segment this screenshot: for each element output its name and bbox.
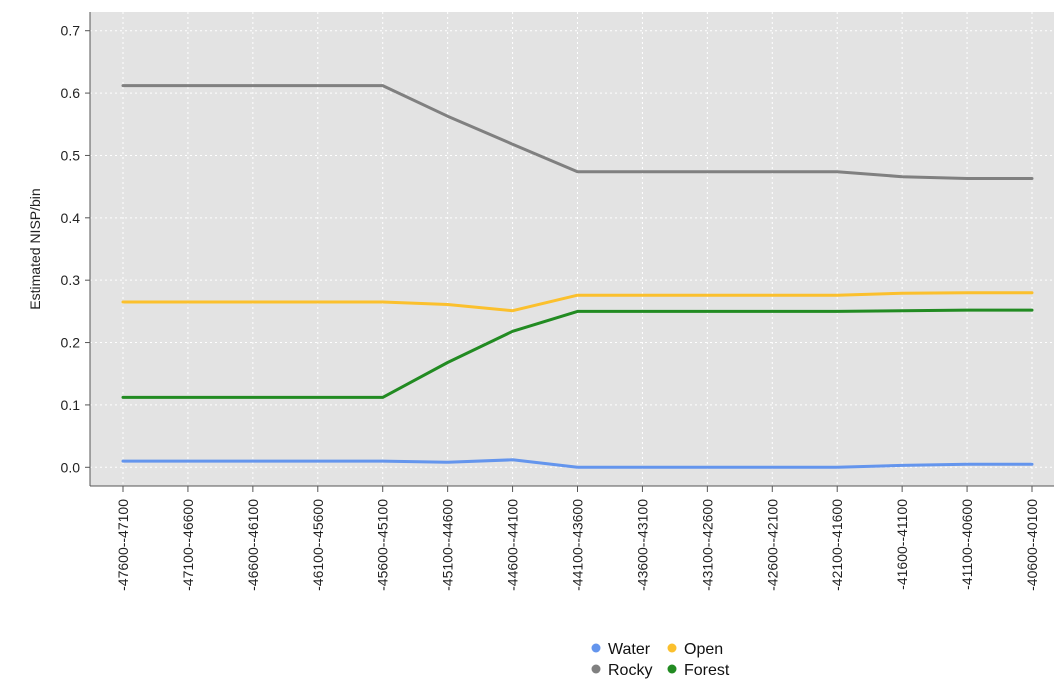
- legend-label: Forest: [684, 662, 730, 679]
- x-tick-label: -40600--40100: [1024, 499, 1040, 591]
- series-line-open: [121, 291, 1034, 313]
- x-tick-label: -45100--44600: [440, 499, 456, 591]
- x-tick-label: -41100--40600: [959, 499, 975, 590]
- legend-item-water: Water: [591, 641, 651, 658]
- x-tick-label: -45600--45100: [375, 499, 391, 591]
- legend-item-open: Open: [667, 641, 723, 658]
- x-tick-label: -41600--41100: [894, 499, 910, 590]
- x-tick-label: -42600--42100: [764, 499, 780, 591]
- legend-item-rocky: Rocky: [591, 662, 652, 679]
- legend-marker: [591, 664, 601, 674]
- gridlines: [90, 12, 1054, 486]
- y-tick-label: 0.5: [61, 147, 81, 163]
- y-tick-label: 0.7: [61, 23, 81, 39]
- series-line-forest: [121, 308, 1034, 399]
- legend-label: Water: [608, 641, 651, 658]
- x-tick-label: -43100--42600: [699, 499, 715, 591]
- series-line-rocky: [121, 84, 1034, 180]
- y-tick-label: 0.2: [61, 335, 81, 351]
- legend-marker: [667, 664, 677, 674]
- x-tick-label: -43600--43100: [634, 499, 650, 591]
- legend-marker: [667, 643, 677, 653]
- series-line-water: [121, 458, 1034, 469]
- x-tick-label: -46600--46100: [245, 499, 261, 591]
- plot-panel: [90, 12, 1054, 486]
- y-tick-label: 0.1: [61, 397, 81, 413]
- series-lines: [121, 84, 1034, 469]
- legend-label: Rocky: [608, 662, 652, 679]
- x-tick-label: -47600--47100: [115, 499, 131, 591]
- y-axis-title: Estimated NISP/bin: [27, 188, 43, 309]
- axes: 0.0 0.1 0.2 0.3 0.4 0.5 0.6 0.7 -47600--47100 -47…: [61, 12, 1054, 591]
- y-tick-label: 0.4: [61, 210, 81, 226]
- legend-label: Open: [684, 641, 723, 658]
- legend: Water Open Rocky Forest: [591, 641, 730, 679]
- legend-marker: [591, 643, 601, 653]
- y-tick-label: 0.6: [61, 85, 81, 101]
- x-tick-label: -44600--44100: [505, 499, 521, 591]
- legend-item-forest: Forest: [667, 662, 730, 679]
- x-tick-label: -42100--41600: [829, 499, 845, 591]
- x-tick-label: -44100--43600: [570, 499, 586, 591]
- y-tick-label: 0.0: [61, 459, 81, 475]
- x-tick-label: -46100--45600: [310, 499, 326, 591]
- y-tick-label: 0.3: [61, 272, 81, 288]
- x-tick-label: -47100--46600: [180, 499, 196, 591]
